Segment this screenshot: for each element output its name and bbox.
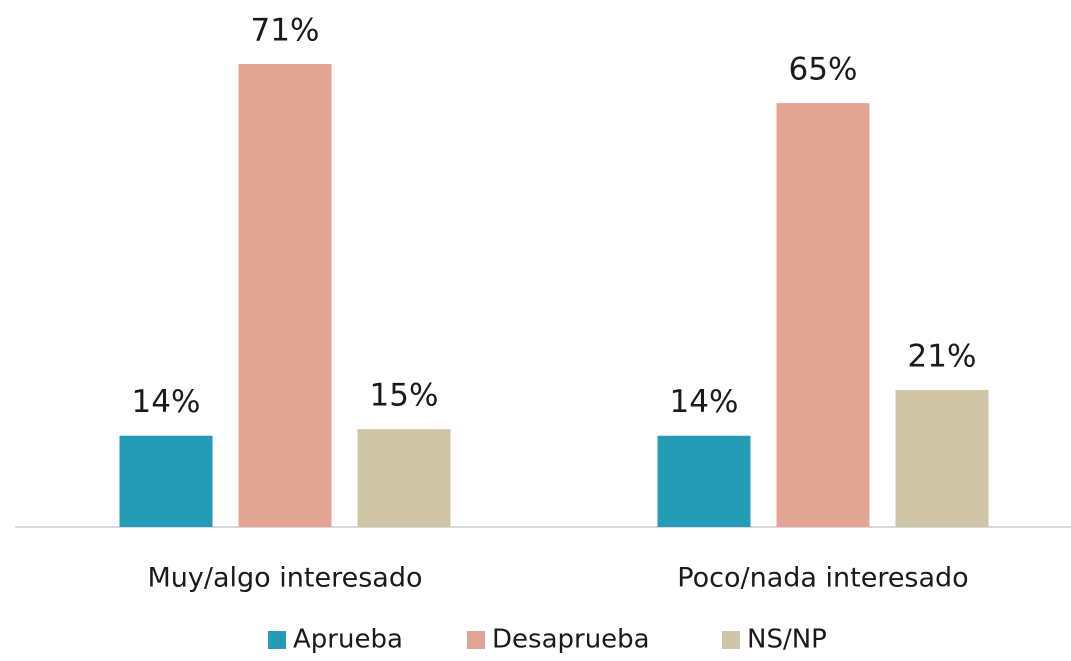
legend-swatch — [467, 631, 485, 649]
data-label: 14% — [670, 384, 739, 420]
bar — [119, 435, 213, 527]
data-label: 71% — [251, 13, 320, 49]
x-tick-label: Poco/nada interesado — [677, 563, 968, 594]
bar — [895, 390, 989, 527]
legend-label: NS/NP — [747, 625, 827, 655]
data-label: 14% — [132, 384, 201, 420]
legend-swatch — [268, 631, 286, 649]
bar — [238, 64, 332, 527]
legend-label: Desaprueba — [492, 625, 650, 655]
data-label: 65% — [789, 52, 858, 88]
data-label: 15% — [370, 378, 439, 414]
legend-label: Aprueba — [293, 625, 403, 655]
bar — [657, 435, 751, 527]
bar — [776, 103, 870, 527]
legend-swatch — [722, 631, 740, 649]
data-label: 21% — [908, 339, 977, 375]
bar — [357, 429, 451, 527]
x-tick-label: Muy/algo interesado — [148, 563, 423, 594]
